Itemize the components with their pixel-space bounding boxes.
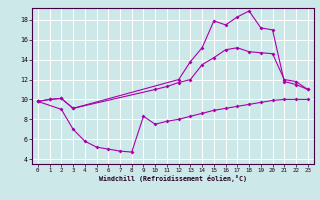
X-axis label: Windchill (Refroidissement éolien,°C): Windchill (Refroidissement éolien,°C) xyxy=(99,175,247,182)
